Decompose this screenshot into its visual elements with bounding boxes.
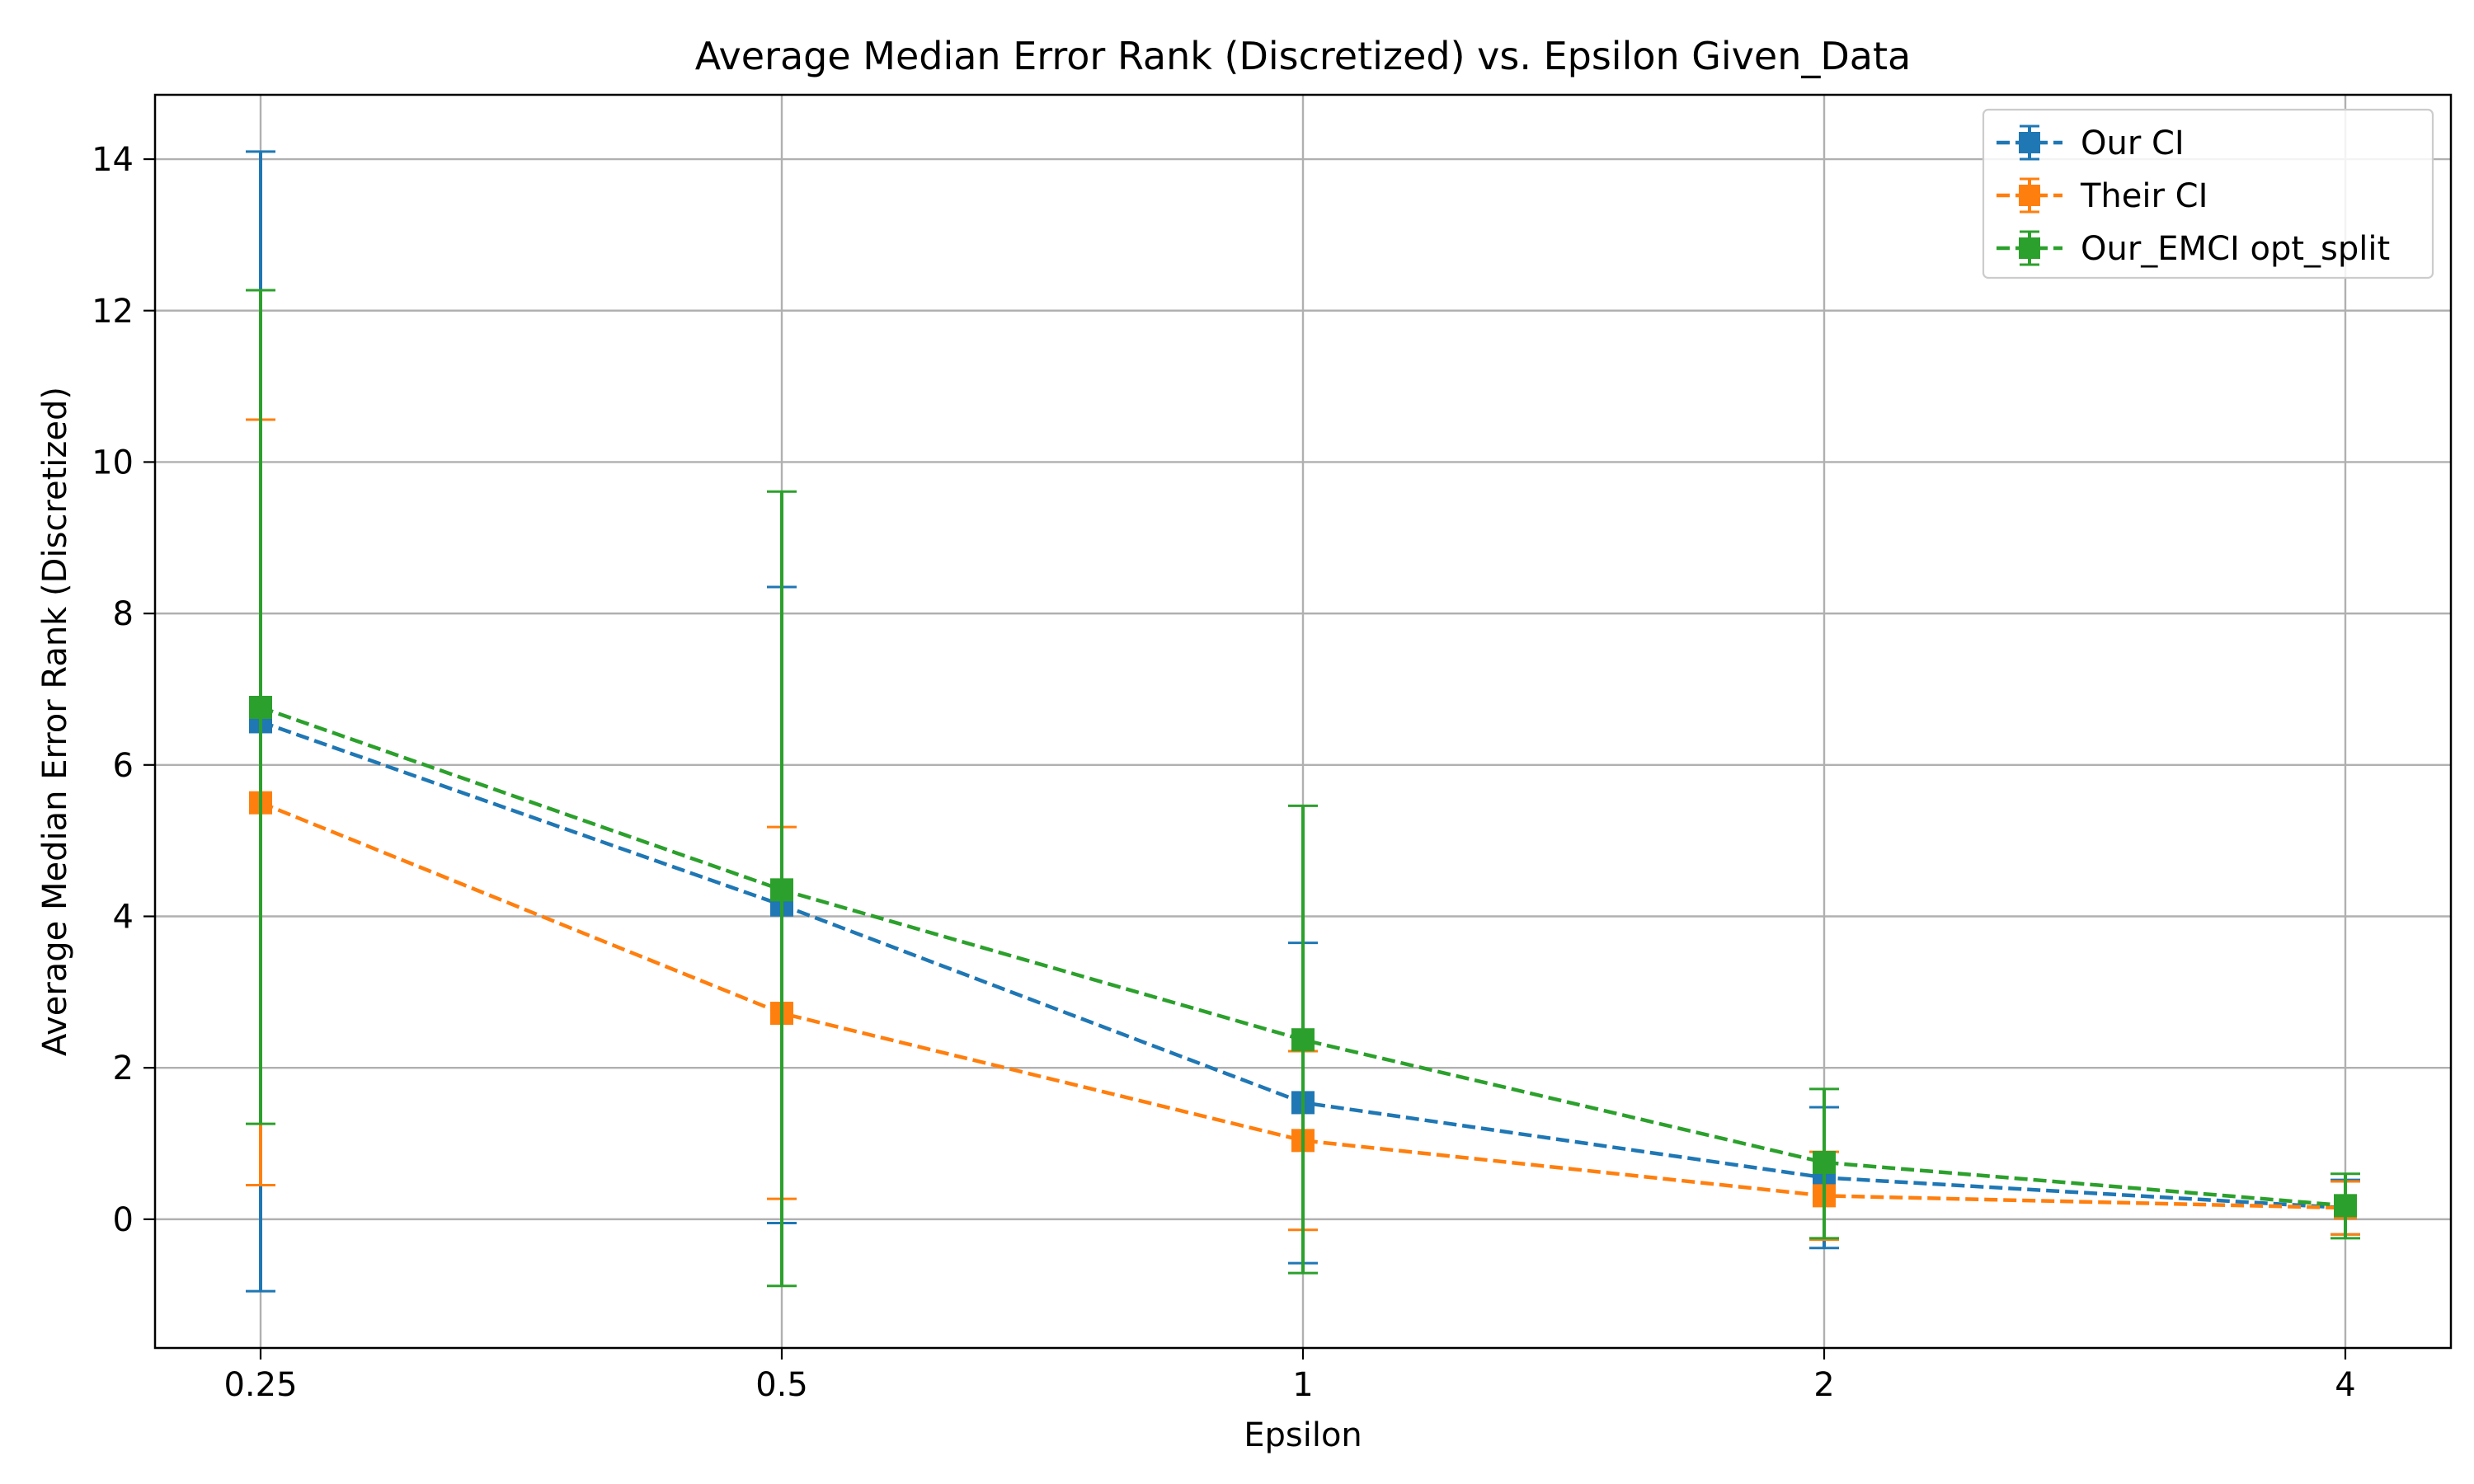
y-tick-label: 0 bbox=[113, 1201, 134, 1239]
legend-marker bbox=[2019, 185, 2040, 206]
y-axis-label: Average Median Error Rank (Discretized) bbox=[36, 387, 74, 1056]
x-tick-label: 0.25 bbox=[223, 1366, 297, 1404]
legend-handle bbox=[1997, 177, 2062, 214]
series-layer bbox=[246, 150, 2360, 1293]
x-tick-label: 1 bbox=[1292, 1366, 1313, 1404]
y-tick-label: 14 bbox=[92, 141, 134, 179]
y-tick-label: 8 bbox=[113, 595, 134, 633]
legend-handle bbox=[1997, 124, 2062, 161]
x-axis-label: Epsilon bbox=[1244, 1416, 1362, 1454]
grid-lines bbox=[155, 95, 2451, 1348]
y-tick-label: 6 bbox=[113, 747, 134, 785]
series-group bbox=[246, 289, 2360, 1288]
y-tick-label: 10 bbox=[92, 444, 134, 481]
legend: Our CI Their CI Our_EMCI opt_split bbox=[1982, 108, 2434, 279]
data-point-marker bbox=[249, 696, 272, 720]
x-tick-label: 0.5 bbox=[755, 1366, 808, 1404]
legend-box bbox=[1982, 108, 2434, 279]
data-point-marker bbox=[770, 878, 793, 902]
legend-handle bbox=[1997, 230, 2062, 266]
legend-label: Our_EMCI opt_split bbox=[2081, 230, 2390, 268]
chart-title: Average Median Error Rank (Discretized) … bbox=[695, 34, 1911, 78]
legend-label: Their CI bbox=[2080, 177, 2208, 215]
x-tick-label: 4 bbox=[2335, 1366, 2355, 1404]
data-point-marker bbox=[2334, 1194, 2357, 1218]
legend-label: Our CI bbox=[2081, 124, 2185, 162]
y-tick-label: 4 bbox=[113, 898, 134, 936]
legend-marker bbox=[2019, 132, 2040, 153]
series-line bbox=[260, 705, 2346, 1208]
x-tick-label: 2 bbox=[1813, 1366, 1834, 1404]
legend-marker bbox=[2019, 237, 2040, 259]
y-tick-label: 12 bbox=[92, 293, 134, 331]
data-point-marker bbox=[1813, 1150, 1836, 1174]
y-tick-label: 2 bbox=[113, 1050, 134, 1087]
data-point-marker bbox=[1291, 1028, 1315, 1052]
